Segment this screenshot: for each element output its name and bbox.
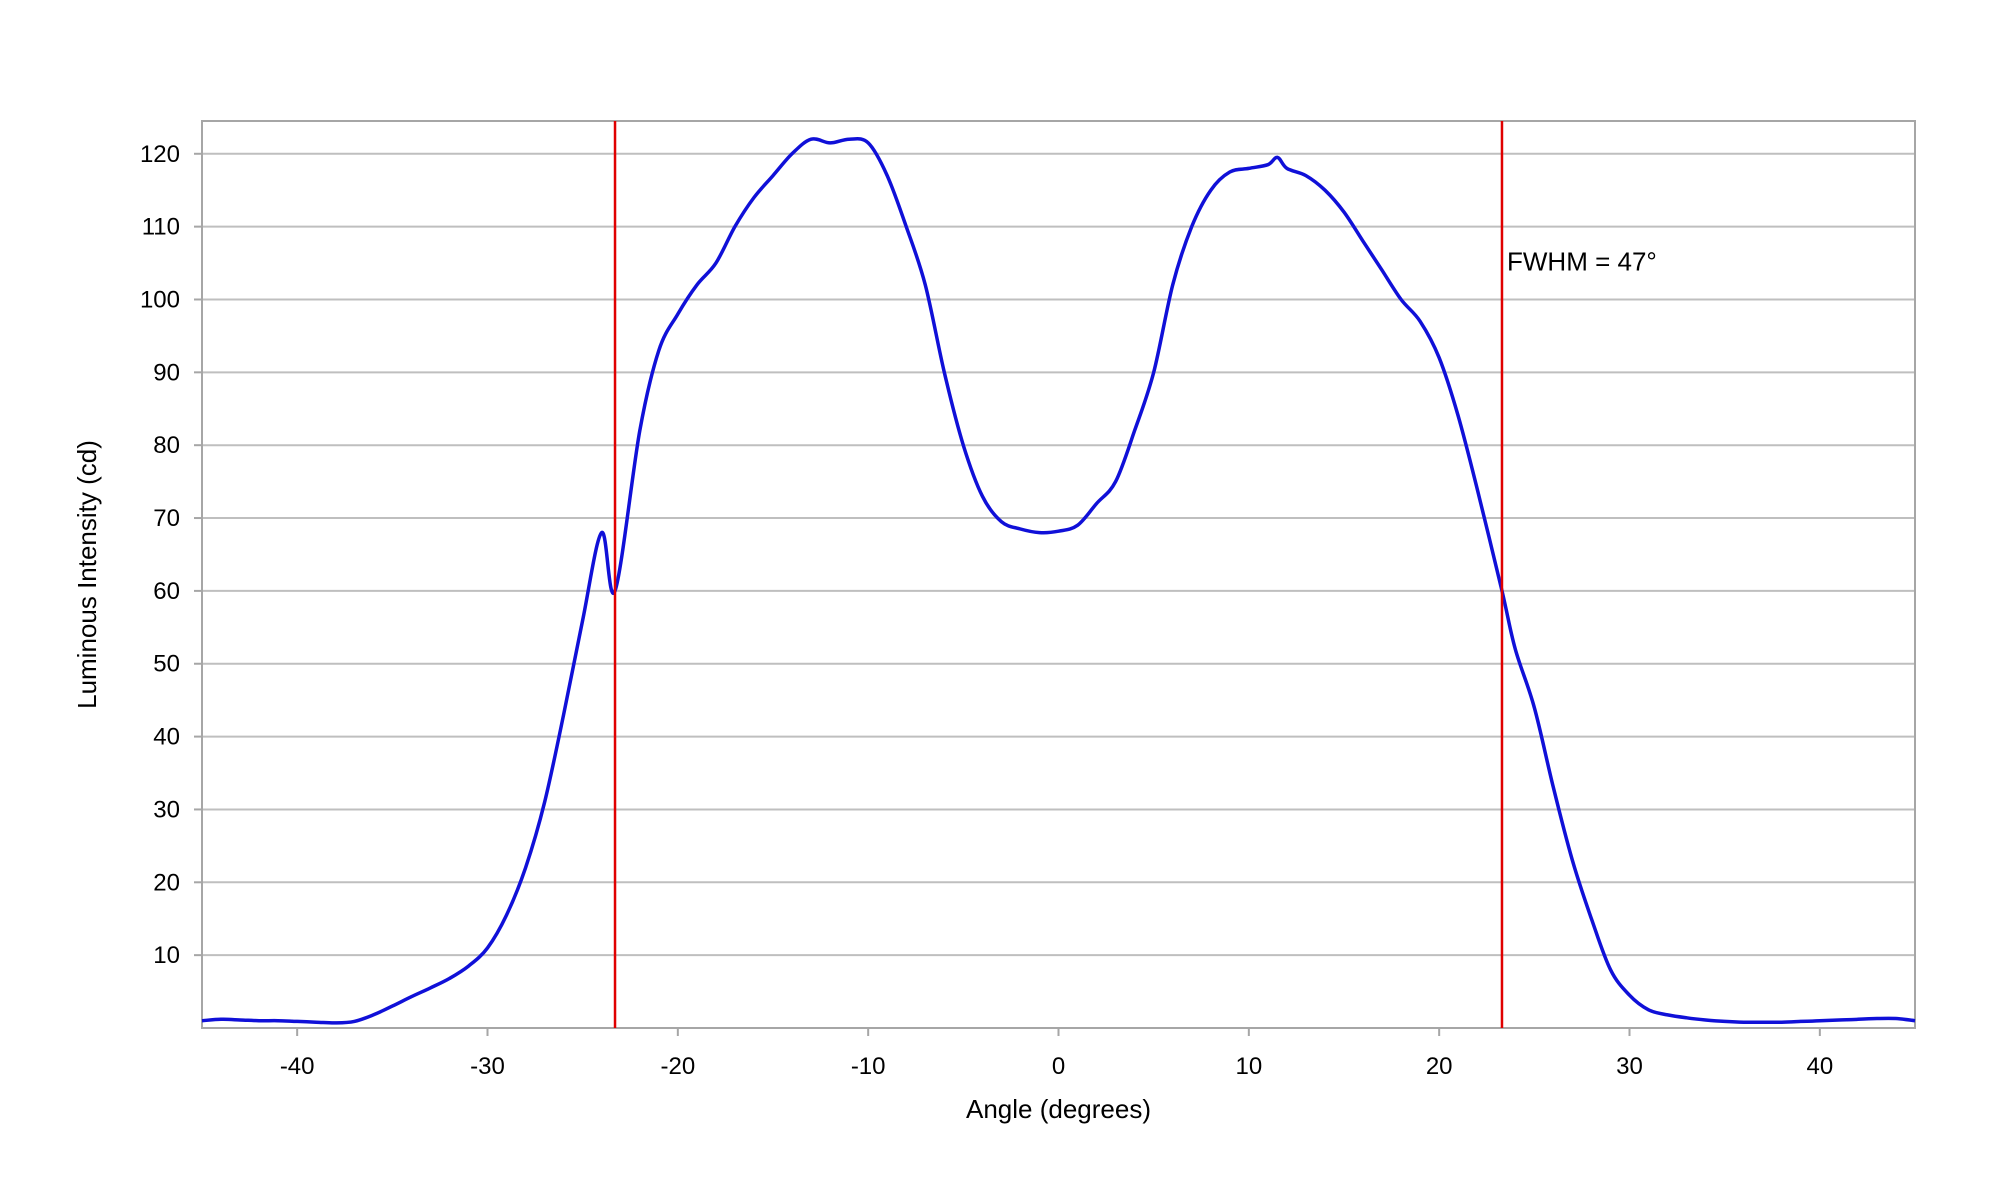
x-tick-label: 0 [1052, 1053, 1065, 1080]
x-tick-label: -20 [660, 1053, 695, 1080]
series-layer [201, 137, 1916, 1025]
x-tick-label: -10 [851, 1053, 886, 1080]
x-tick-label: -40 [280, 1053, 315, 1080]
plot-area-frame [201, 120, 1916, 1029]
series-line-0 [201, 137, 1916, 1025]
y-tick-label: 20 [153, 869, 180, 896]
x-axis-title: Angle (degrees) [966, 1094, 1151, 1124]
y-axis-title: Luminous Intensity (cd) [72, 440, 102, 709]
y-tick-label: 50 [153, 651, 180, 678]
fwhm-annotation: FWHM = 47° [1507, 246, 1657, 276]
x-tick-label: 40 [1806, 1053, 1833, 1080]
y-tick-label: 40 [153, 724, 180, 751]
x-tick-label: -30 [470, 1053, 505, 1080]
y-tick-label: 100 [140, 286, 180, 313]
x-tick-label: 20 [1426, 1053, 1453, 1080]
x-axis: -40 -30 -20 -10 0 10 20 30 40 [280, 1028, 1833, 1080]
fwhm-markers [613, 121, 1504, 1028]
annotations: FWHM = 47° [1507, 246, 1657, 276]
y-tick-label: 70 [153, 505, 180, 532]
x-tick-label: 10 [1235, 1053, 1262, 1080]
y-tick-label: 120 [140, 141, 180, 168]
y-tick-label: 60 [153, 578, 180, 605]
y-tick-label: 10 [153, 942, 180, 969]
y-tick-label: 30 [153, 796, 180, 823]
x-tick-label: 30 [1616, 1053, 1643, 1080]
y-tick-label: 90 [153, 359, 180, 386]
y-tick-label: 80 [153, 432, 180, 459]
y-tick-label: 110 [142, 214, 180, 241]
y-axis: 10 20 30 40 50 60 70 80 90 100 110 120 [140, 141, 202, 969]
grid-lines [202, 152, 1915, 957]
